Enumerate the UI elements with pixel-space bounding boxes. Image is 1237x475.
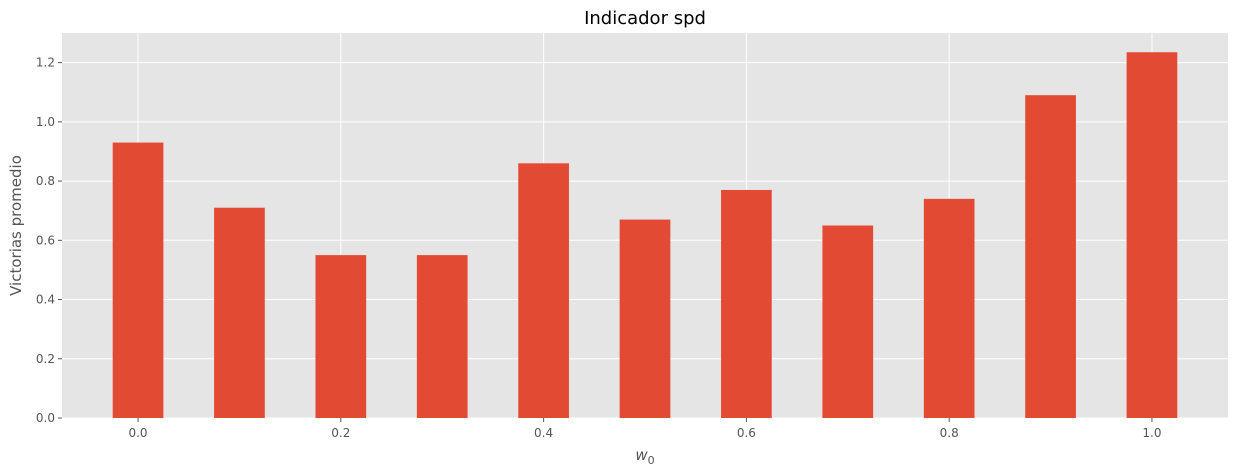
y-tick-label: 1.2 [36,56,55,70]
y-tick-label: 0.8 [36,174,55,188]
bar [721,189,772,418]
x-axis-ticks: 0.0 0.2 0.4 0.6 0.8 1.0 [128,418,1162,440]
y-tick-label: 0.2 [36,352,55,366]
bar [822,225,874,418]
bar [518,163,569,418]
x-tick-label: 0.8 [940,426,959,440]
x-axis-label-main: w [635,446,648,464]
bar [315,255,367,418]
y-tick-label: 0.6 [36,233,55,247]
bar [112,142,164,419]
bar [1126,52,1178,418]
y-tick-label: 0.4 [36,293,55,307]
x-tick-label: 0.4 [534,426,553,440]
bar [416,255,468,418]
bar [619,219,671,418]
bar [1025,95,1076,418]
chart-title: Indicador spd [584,8,706,29]
y-axis-ticks: 0.0 0.2 0.4 0.6 0.8 1.0 1.2 [36,56,62,425]
x-tick-label: 1.0 [1142,426,1161,440]
bar [923,198,975,418]
y-tick-label: 1.0 [36,115,55,129]
x-axis-label: w0 [635,446,654,467]
x-tick-label: 0.2 [331,426,350,440]
y-axis-label: Victorias promedio [7,155,25,296]
y-tick-label: 0.0 [36,411,55,425]
x-tick-label: 0.6 [737,426,756,440]
bars [112,52,1178,419]
x-axis-label-subscript: 0 [648,454,655,467]
x-tick-label: 0.0 [128,426,147,440]
bar [214,207,265,418]
